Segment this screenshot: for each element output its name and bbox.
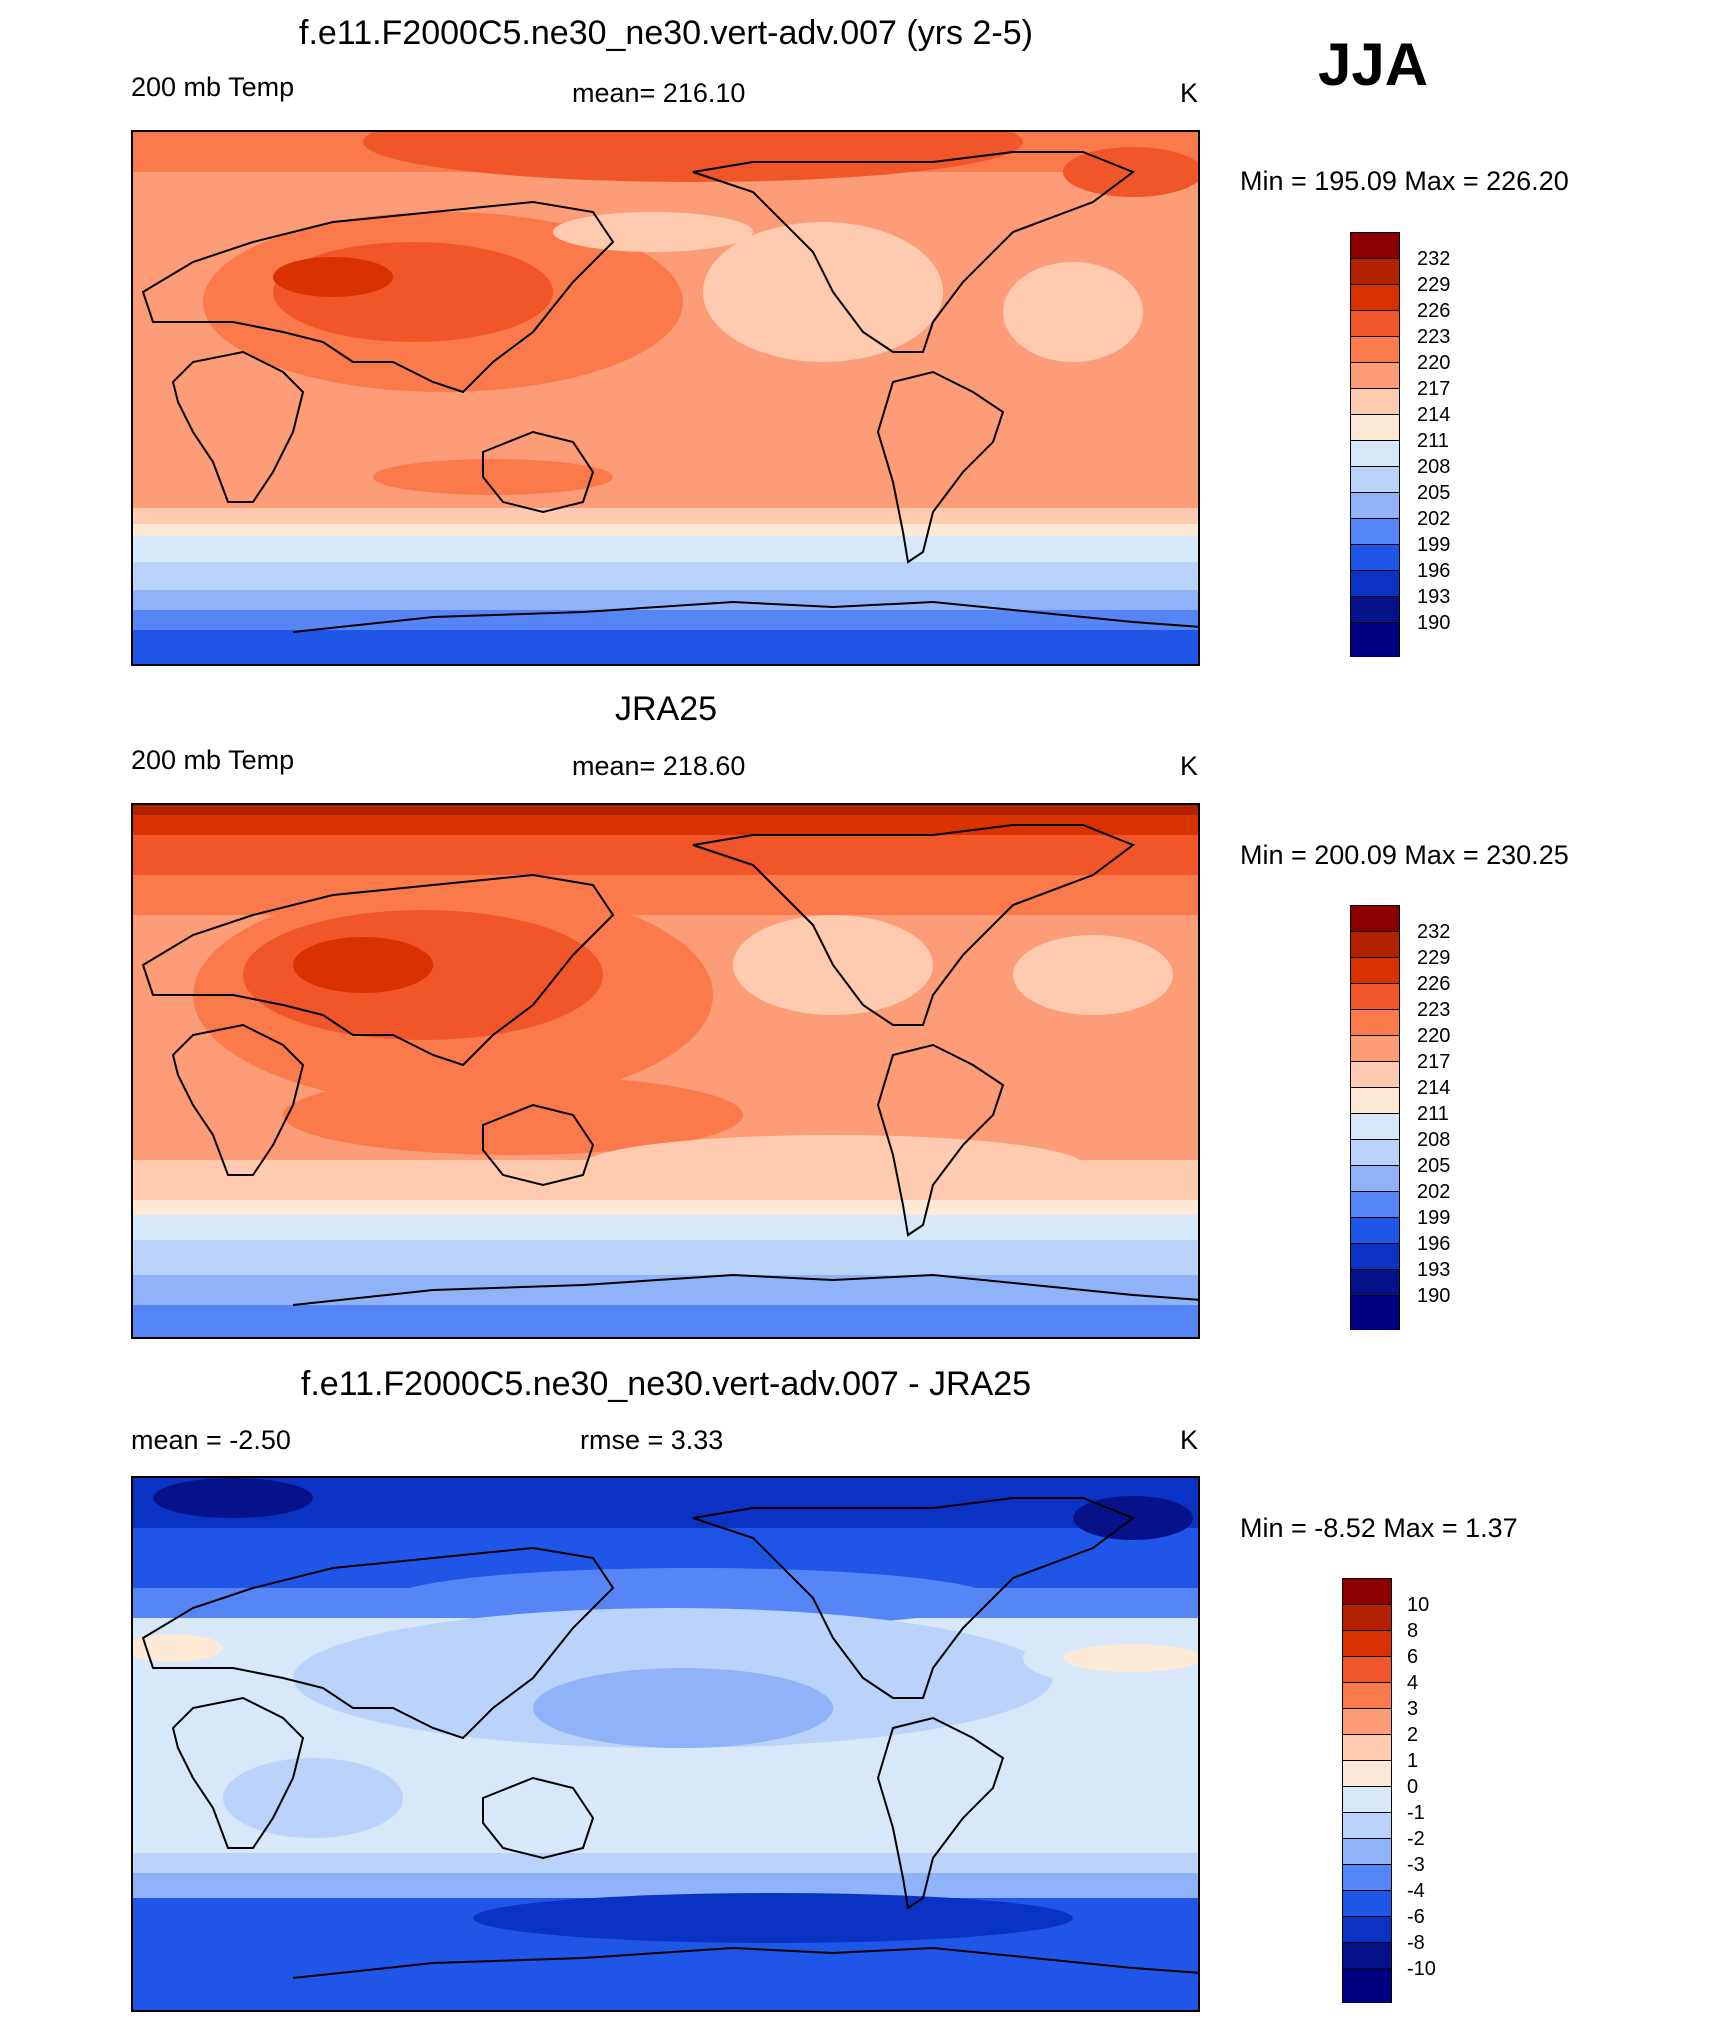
colorbar-label: 214	[1417, 1077, 1451, 1099]
colorbar-label: 226	[1417, 973, 1451, 995]
panel2-title: JRA25	[614, 690, 718, 728]
colorbar-label: 4	[1407, 1672, 1419, 1694]
panel1-minmax: Min = 195.09 Max = 226.20	[1240, 166, 1569, 196]
panel3-colorbar	[1342, 1578, 1392, 2003]
season-label: JJA	[1318, 31, 1429, 98]
panel1-map	[131, 130, 1200, 666]
panel3-minmax: Min = -8.52 Max = 1.37	[1240, 1513, 1518, 1543]
colorbar-label: 214	[1417, 404, 1451, 426]
colorbar-label: -4	[1407, 1880, 1425, 1902]
colorbar-label: 190	[1417, 1285, 1451, 1307]
colorbar-label: 223	[1417, 326, 1451, 348]
colorbar-label: 2	[1407, 1724, 1419, 1746]
colorbar-label: 199	[1417, 534, 1451, 556]
panel2-variable-label: 200 mb Temp	[131, 745, 295, 775]
panel2-units: K	[1180, 751, 1199, 781]
colorbar-label: -10	[1407, 1958, 1436, 1980]
colorbar-label: 3	[1407, 1698, 1419, 1720]
panel1-title: f.e11.F2000C5.ne30_ne30.vert-adv.007 (yr…	[299, 14, 1033, 52]
colorbar-label: 196	[1417, 560, 1451, 582]
colorbar-label: 232	[1417, 921, 1451, 943]
panel1-variable-label: 200 mb Temp	[131, 72, 295, 102]
panel2-minmax: Min = 200.09 Max = 230.25	[1240, 840, 1569, 870]
colorbar-label: 193	[1417, 1259, 1451, 1281]
colorbar-label: 196	[1417, 1233, 1451, 1255]
colorbar-label: 202	[1417, 508, 1451, 530]
colorbar-label: 217	[1417, 1051, 1451, 1073]
colorbar-label: -1	[1407, 1802, 1425, 1824]
colorbar-label: 0	[1407, 1776, 1419, 1798]
colorbar-label: 205	[1417, 482, 1451, 504]
colorbar-label: 220	[1417, 352, 1451, 374]
panel3-units: K	[1180, 1425, 1199, 1455]
panel3-title: f.e11.F2000C5.ne30_ne30.vert-adv.007 - J…	[300, 1365, 1032, 1403]
panel3-map	[131, 1476, 1200, 2012]
colorbar-label: 211	[1417, 1103, 1449, 1125]
colorbar-label: 226	[1417, 300, 1451, 322]
colorbar-label: 232	[1417, 248, 1451, 270]
panel3-mean-label: mean = -2.50	[131, 1425, 291, 1455]
colorbar-label: 8	[1407, 1620, 1419, 1642]
colorbar-label: -2	[1407, 1828, 1425, 1850]
panel2-map	[131, 803, 1200, 1339]
colorbar-label: 190	[1417, 612, 1451, 634]
panel1-units: K	[1180, 78, 1199, 108]
colorbar-label: 208	[1417, 1129, 1451, 1151]
colorbar-label: 6	[1407, 1646, 1419, 1668]
panel1-colorbar	[1350, 232, 1400, 657]
colorbar-label: 229	[1417, 947, 1451, 969]
colorbar-label: 220	[1417, 1025, 1451, 1047]
colorbar-label: 205	[1417, 1155, 1451, 1177]
colorbar-label: 193	[1417, 586, 1451, 608]
panel2-mean-label: mean= 218.60	[572, 751, 746, 781]
panel1-mean-label: mean= 216.10	[572, 78, 746, 108]
colorbar-label: -6	[1407, 1906, 1425, 1928]
colorbar-label: 211	[1417, 430, 1449, 452]
colorbar-label: -3	[1407, 1854, 1425, 1876]
colorbar-label: 199	[1417, 1207, 1451, 1229]
colorbar-label: 10	[1407, 1594, 1430, 1616]
panel3-rmse-label: rmse = 3.33	[580, 1425, 724, 1455]
colorbar-label: 1	[1407, 1750, 1419, 1772]
colorbar-label: 202	[1417, 1181, 1451, 1203]
colorbar-label: 217	[1417, 378, 1451, 400]
colorbar-label: 208	[1417, 456, 1451, 478]
colorbar-label: 229	[1417, 274, 1451, 296]
panel2-colorbar	[1350, 905, 1400, 1330]
colorbar-label: 223	[1417, 999, 1451, 1021]
colorbar-label: -8	[1407, 1932, 1425, 1954]
